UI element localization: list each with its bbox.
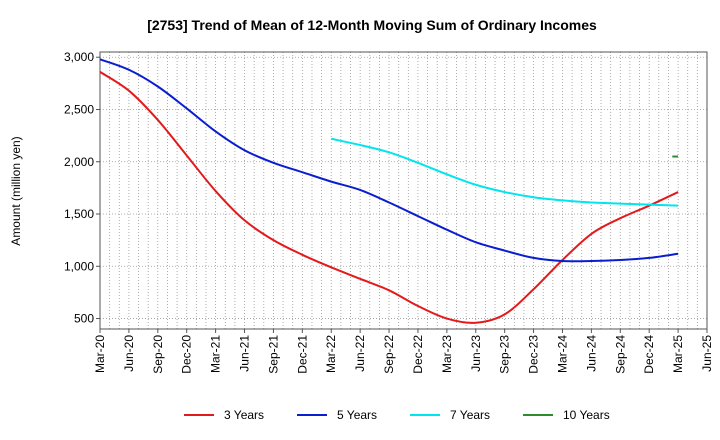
y-tick-label: 3,000 [64,50,94,64]
x-tick-label: Jun-22 [353,335,367,372]
y-tick-label: 1,000 [64,259,94,273]
y-tick-label: 500 [74,312,94,326]
series-line-3-years [99,71,679,324]
x-tick-label: Mar-22 [324,335,338,373]
x-tick-label: Jun-21 [238,335,252,372]
x-tick-label: Jun-20 [122,335,136,372]
legend: 3 Years 5 Years 7 Years 10 Years [184,408,610,422]
y-axis: 500 1,000 1,500 2,000 2,500 3,000 [64,50,100,326]
x-tick-label: Sep-22 [382,335,396,374]
x-tick-label: Dec-22 [411,335,425,374]
x-tick-label: Mar-20 [93,335,107,373]
chart-title: [2753] Trend of Mean of 12-Month Moving … [147,17,597,33]
legend-label: 5 Years [337,408,377,422]
x-tick-label: Dec-24 [642,335,656,374]
legend-label: 10 Years [563,408,610,422]
plot-area [99,51,708,330]
x-tick-label: Sep-20 [151,335,165,374]
x-tick-label: Mar-25 [671,335,685,373]
y-axis-label: Amount (million yen) [9,136,23,245]
x-tick-label: Mar-23 [440,335,454,373]
y-tick-label: 2,500 [64,102,94,116]
y-tick-label: 2,000 [64,155,94,169]
x-tick-label: Dec-21 [295,335,309,374]
series-line-7-years [331,137,679,207]
series-line-5-years [99,58,679,263]
x-axis: Mar-20 Jun-20 Sep-20 Dec-20 Mar-21 Jun-21 Sep-… [93,329,714,374]
x-tick-label: Jun-25 [700,335,714,372]
x-tick-label: Jun-24 [584,335,598,372]
y-tick-label: 1,500 [64,207,94,221]
x-tick-label: Jun-23 [469,335,483,372]
x-tick-label: Dec-23 [527,335,541,374]
x-tick-label: Sep-23 [498,335,512,374]
series-lines [99,58,679,324]
legend-label: 7 Years [450,408,490,422]
grid [100,52,707,329]
x-tick-label: Dec-20 [180,335,194,374]
x-tick-label: Sep-24 [613,335,627,374]
x-tick-label: Mar-24 [555,335,569,373]
x-tick-label: Sep-21 [266,335,280,374]
legend-label: 3 Years [224,408,264,422]
x-tick-label: Mar-21 [209,335,223,373]
